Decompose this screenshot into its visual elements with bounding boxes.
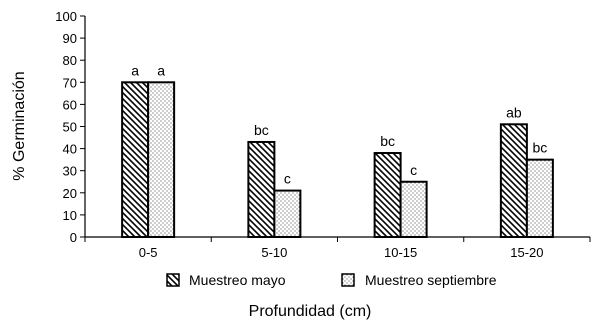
bar-data-label: bc (532, 140, 547, 156)
legend-label: Muestreo mayo (189, 272, 286, 288)
x-tick-label: 5-10 (261, 245, 287, 260)
x-axis-title: Profundidad (cm) (249, 303, 372, 320)
bar-data-label: bc (254, 122, 269, 138)
y-tick-label: 40 (63, 142, 77, 157)
bar-septiembre (525, 158, 554, 238)
legend-swatch (166, 273, 180, 287)
y-tick-label: 100 (55, 9, 77, 24)
bar-septiembre (399, 180, 428, 238)
bar-data-label: a (131, 62, 139, 78)
bar-data-label: c (410, 162, 417, 178)
y-tick-label: 0 (70, 230, 77, 245)
x-tick-label: 15-20 (510, 245, 543, 260)
y-tick-label: 70 (63, 75, 77, 90)
x-tick-label: 0-5 (139, 245, 158, 260)
y-tick-label: 20 (63, 186, 77, 201)
y-tick-label: 90 (63, 31, 77, 46)
bar-data-label: ab (506, 104, 522, 120)
y-tick-label: 30 (63, 164, 77, 179)
bar-septiembre (147, 81, 176, 238)
y-tick-label: 60 (63, 97, 77, 112)
legend-label: Muestreo septiembre (365, 272, 497, 288)
bar-mayo (373, 152, 402, 239)
bar-septiembre (273, 189, 302, 238)
y-tick-label: 10 (63, 208, 77, 223)
legend-swatch (341, 273, 355, 287)
bar-data-label: c (284, 171, 291, 187)
legend: Muestreo mayo Muestreo septiembre (166, 272, 497, 288)
bar-data-label: bc (380, 133, 395, 149)
bar-mayo (121, 81, 150, 238)
bar-mayo (499, 123, 528, 238)
y-tick-label: 50 (63, 120, 77, 135)
y-axis-title: % Germinación (11, 71, 28, 180)
bar-data-label: a (157, 62, 165, 78)
bar-mayo (247, 140, 276, 238)
x-tick-label: 10-15 (384, 245, 417, 260)
y-tick-label: 80 (63, 53, 77, 68)
